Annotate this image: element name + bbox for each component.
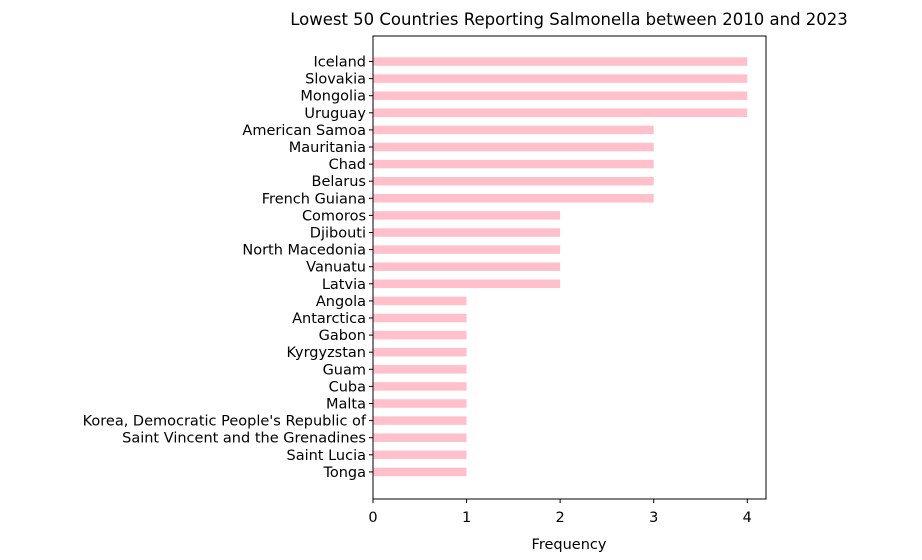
y-tick-label: Angola	[316, 294, 366, 310]
bar	[373, 108, 748, 118]
bar	[373, 262, 561, 271]
bar	[373, 365, 467, 374]
bar	[373, 450, 467, 460]
x-tick-label: 4	[743, 510, 752, 526]
plot-frame	[372, 35, 767, 500]
bars-group	[373, 57, 748, 477]
bar	[373, 176, 654, 186]
y-tick-label: Saint Lucia	[286, 448, 366, 464]
y-tick-label: Slovakia	[305, 72, 366, 88]
y-tick-label: Mongolia	[300, 89, 366, 105]
y-tick-label: Chad	[329, 157, 366, 173]
y-tick-label: Latvia	[322, 277, 366, 293]
x-tick-label: 1	[462, 510, 471, 526]
bar	[373, 347, 467, 357]
y-tick-label: Saint Vincent and the Grenadines	[122, 431, 366, 447]
y-tick-label: American Samoa	[242, 123, 366, 139]
bar	[373, 228, 561, 237]
y-tick-label: Kyrgyzstan	[287, 345, 366, 361]
y-tick-label: Vanuatu	[306, 260, 366, 276]
bar	[373, 125, 654, 135]
bar	[373, 245, 561, 254]
bar	[373, 296, 467, 306]
y-tick-label: Gabon	[319, 328, 366, 344]
x-axis-label: Frequency	[532, 537, 607, 553]
bar	[373, 211, 561, 220]
y-tick-label: Guam	[323, 362, 366, 378]
bar	[373, 194, 654, 203]
y-tick-label: Belarus	[312, 174, 367, 190]
y-tick-label: Cuba	[329, 379, 366, 395]
x-tick-label: 3	[649, 510, 658, 526]
y-tick-label: Malta	[326, 397, 366, 413]
y-tick-label: Antarctica	[292, 311, 366, 327]
y-tick-label: French Guiana	[262, 191, 366, 207]
y-tick-label: North Macedonia	[242, 243, 366, 259]
y-tick-label: Djibouti	[310, 226, 366, 242]
bar	[373, 382, 467, 391]
y-tick-label: Uruguay	[304, 106, 366, 122]
bar	[373, 91, 748, 100]
y-tick-label: Mauritania	[289, 140, 366, 156]
bar	[373, 399, 467, 408]
bar	[373, 57, 748, 66]
bar	[373, 433, 467, 442]
bar	[373, 74, 748, 83]
x-ticks: 0 1 2 3 4	[368, 499, 752, 526]
bar	[373, 313, 467, 323]
x-tick-label: 2	[556, 510, 565, 526]
x-tick-label: 0	[368, 510, 377, 526]
bar	[373, 279, 561, 289]
chart-title: Lowest 50 Countries Reporting Salmonella…	[290, 10, 848, 29]
bar	[373, 159, 654, 169]
y-tick-label: Iceland	[314, 55, 366, 71]
bar	[373, 467, 467, 477]
y-tick-label: Comoros	[302, 208, 366, 224]
bar	[373, 142, 654, 152]
bar	[373, 416, 467, 425]
bar	[373, 330, 467, 340]
y-tick-label: Tonga	[322, 465, 366, 481]
y-tick-label: Korea, Democratic People's Republic of	[83, 414, 367, 430]
